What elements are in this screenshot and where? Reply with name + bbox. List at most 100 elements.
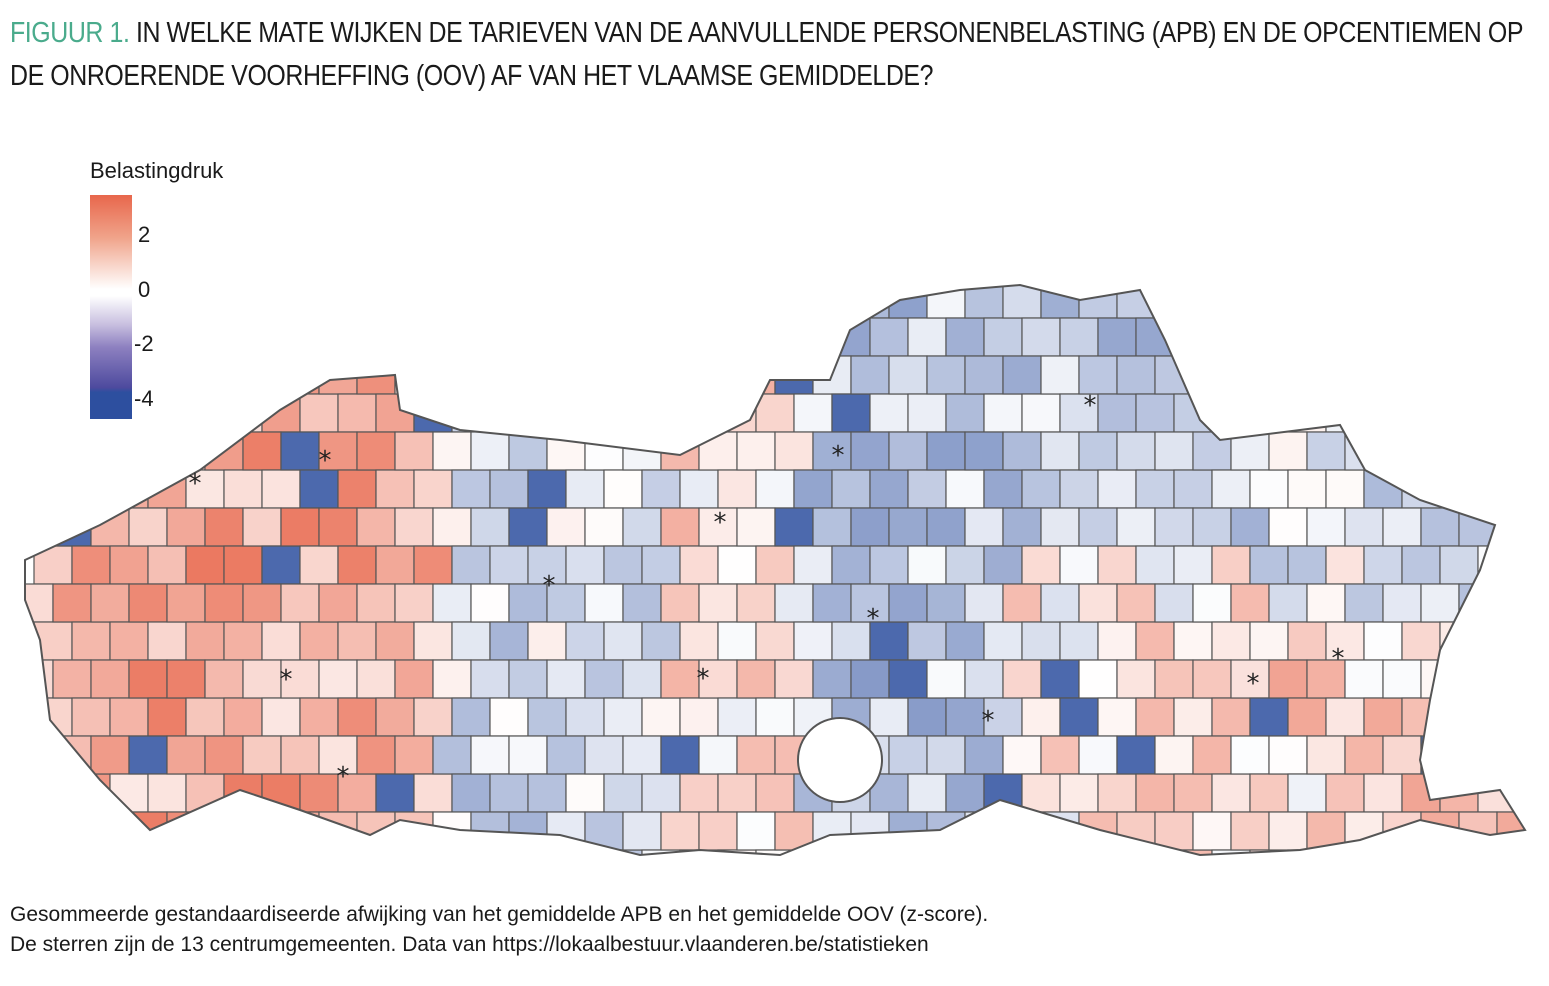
municipality — [945, 621, 985, 661]
municipality — [52, 431, 92, 471]
municipality — [907, 393, 947, 433]
municipality — [33, 773, 73, 813]
municipality — [204, 355, 244, 395]
municipality — [1287, 545, 1327, 585]
municipality — [1192, 431, 1232, 471]
municipality — [831, 317, 871, 357]
municipality — [1059, 849, 1099, 855]
municipality — [413, 697, 453, 737]
municipality — [1287, 317, 1327, 357]
star-icon: * — [1332, 644, 1345, 674]
municipality — [261, 697, 301, 737]
municipality — [508, 811, 548, 851]
municipality — [679, 469, 719, 509]
municipality — [508, 735, 548, 775]
municipality — [33, 317, 73, 357]
municipality — [1135, 621, 1175, 661]
figure-label: FIGUUR 1. — [10, 17, 130, 49]
municipality — [1458, 355, 1498, 395]
municipality — [793, 393, 833, 433]
municipality — [470, 431, 510, 471]
municipality — [907, 697, 947, 737]
municipality — [1002, 583, 1042, 623]
municipality — [584, 507, 624, 547]
municipality — [1059, 773, 1099, 813]
municipality — [1496, 659, 1525, 699]
municipality — [565, 773, 605, 813]
municipality — [1268, 285, 1308, 319]
municipality — [318, 507, 358, 547]
municipality — [1477, 393, 1517, 433]
municipality — [527, 469, 567, 509]
municipality — [698, 285, 738, 319]
municipality — [432, 507, 472, 547]
municipality — [926, 659, 966, 699]
municipality — [945, 317, 985, 357]
municipality — [432, 431, 472, 471]
municipality — [1458, 285, 1498, 319]
municipality — [869, 469, 909, 509]
municipality — [1135, 849, 1175, 855]
municipality — [527, 545, 567, 585]
municipality — [413, 317, 453, 357]
municipality — [812, 285, 852, 319]
municipality — [964, 507, 1004, 547]
municipality — [1325, 621, 1365, 661]
municipality — [1192, 285, 1232, 319]
municipality — [793, 621, 833, 661]
municipality — [774, 285, 814, 319]
municipality — [1002, 735, 1042, 775]
municipality — [641, 469, 681, 509]
municipality — [1306, 507, 1346, 547]
municipality — [1306, 355, 1346, 395]
municipality — [679, 773, 719, 813]
municipality — [204, 659, 244, 699]
municipality — [1344, 659, 1384, 699]
municipality — [375, 849, 415, 855]
municipality — [299, 317, 339, 357]
municipality — [603, 697, 643, 737]
municipality — [356, 735, 396, 775]
municipality — [1249, 469, 1289, 509]
municipality — [185, 697, 225, 737]
municipality — [394, 583, 434, 623]
municipality — [1496, 507, 1525, 547]
municipality — [1154, 285, 1194, 319]
municipality — [888, 355, 928, 395]
municipality — [1211, 773, 1251, 813]
municipality — [584, 583, 624, 623]
municipality — [1363, 393, 1403, 433]
municipality — [698, 507, 738, 547]
municipality — [261, 393, 301, 433]
municipality — [926, 507, 966, 547]
municipality — [52, 811, 92, 851]
municipality — [1021, 697, 1061, 737]
municipality — [204, 811, 244, 851]
municipality — [318, 735, 358, 775]
municipality — [774, 583, 814, 623]
municipality — [546, 431, 586, 471]
municipality — [641, 849, 681, 855]
municipality — [1306, 583, 1346, 623]
municipality — [90, 431, 130, 471]
municipality — [1535, 432, 1549, 470]
municipality — [25, 735, 54, 775]
municipality — [394, 355, 434, 395]
municipality — [869, 393, 909, 433]
star-icon: * — [867, 604, 880, 634]
municipality — [280, 735, 320, 775]
municipality — [1458, 507, 1498, 547]
municipality — [1382, 285, 1422, 319]
municipality — [546, 355, 586, 395]
municipality — [1116, 431, 1156, 471]
municipality — [242, 811, 282, 851]
municipality — [1097, 317, 1137, 357]
municipality — [1154, 811, 1194, 851]
municipality — [25, 285, 54, 319]
municipality — [1477, 317, 1517, 357]
municipality — [1268, 431, 1308, 471]
municipality — [1002, 431, 1042, 471]
municipality — [831, 621, 871, 661]
municipality — [394, 811, 434, 851]
municipality — [508, 355, 548, 395]
